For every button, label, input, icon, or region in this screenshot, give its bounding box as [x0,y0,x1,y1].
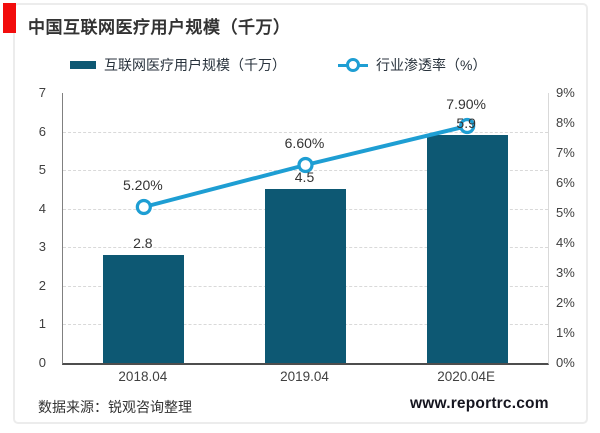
y-axis-tick-right: 6% [556,175,575,190]
legend-label-penetration: 行业渗透率（%） [376,57,487,73]
y-axis-tick-right: 8% [556,115,575,130]
x-axis-label: 2019.04 [280,369,329,384]
y-axis-tick-left: 2 [38,277,46,293]
line-value-label: 6.60% [284,135,325,151]
line-point-marker [459,117,476,135]
title-accent-bar [3,3,16,33]
line-series [135,117,476,216]
bar-value-label: 4.5 [294,169,315,186]
legend-label-user-scale: 互联网医疗用户规模（千万） [104,57,286,73]
y-axis-tick-right: 2% [556,295,575,310]
line-point-marker [135,198,152,216]
y-axis-tick-left: 5 [38,162,46,178]
y-axis-tick-left: 7 [38,85,46,100]
y-axis-tick-left: 0 [38,355,46,370]
bar-value-label: 5.9 [456,115,476,132]
x-axis-label: 2018.04 [118,369,168,384]
y-axis-tick-right: 3% [556,265,575,280]
line-value-label: 5.20% [122,177,163,193]
y-axis-tick-right: 9% [556,85,575,100]
legend-bar-swatch [70,61,96,69]
y-axis-tick-right: 4% [556,235,575,250]
y-axis-tick-left: 4 [38,200,46,216]
bar [103,255,185,363]
x-axis-label: 2020.04E [437,369,496,384]
line-point-marker [297,156,314,174]
bar [426,135,508,363]
y-axis-tick-right: 5% [556,205,575,220]
bar-value-label: 2.8 [133,235,153,251]
y-axis-tick-right: 7% [556,145,575,160]
bar [265,189,346,363]
legend-item-user-scale: 互联网医疗用户规模（千万） [70,55,286,75]
legend-line-marker-icon [338,58,368,72]
footer-website: www.reportrc.com [410,395,549,412]
footer-source: 数据来源：锐观咨询整理 [38,399,192,415]
y-axis-tick-right: 0% [556,355,575,370]
gridline [63,131,548,133]
line-value-label: 7.90% [446,96,487,112]
legend-item-penetration: 行业渗透率（%） [338,55,486,75]
y-axis-tick-left: 1 [38,316,46,332]
page-title: 中国互联网医疗用户规模（千万） [28,18,291,37]
y-axis-tick-left: 6 [38,123,46,139]
y-axis-tick-right: 1% [556,325,575,340]
plot-area [62,93,549,365]
page-frame [13,3,588,424]
y-axis-tick-left: 3 [38,239,46,255]
